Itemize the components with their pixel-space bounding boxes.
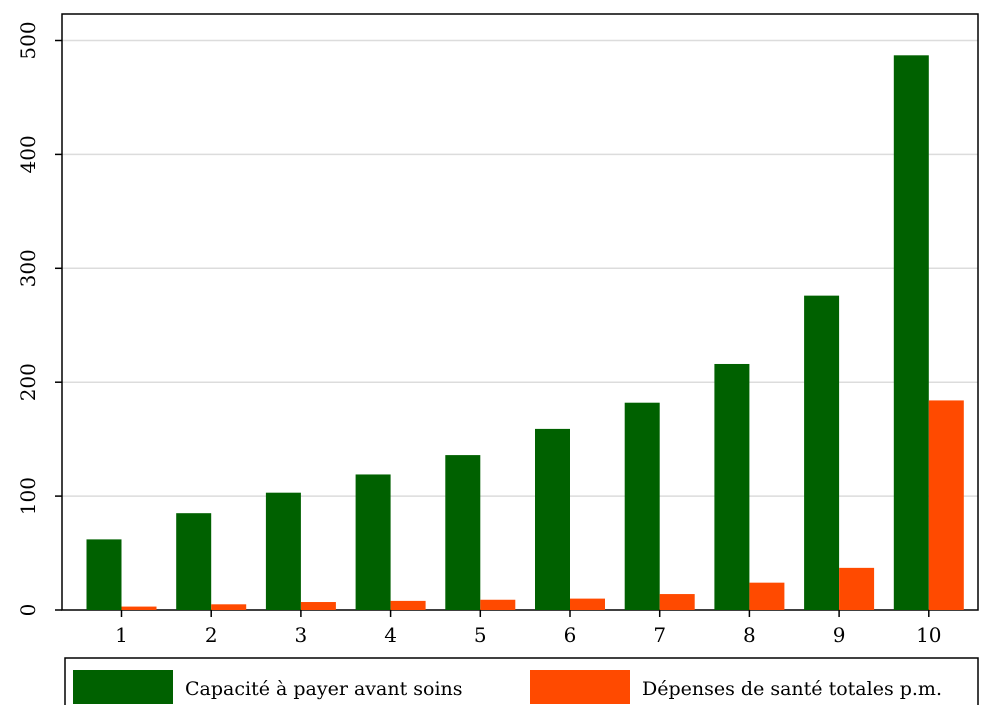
x-axis: 1 2 3 4 5 6 7 8 9 10 — [115, 610, 942, 647]
x-tick-label: 2 — [205, 623, 218, 647]
bar-capacite-5 — [445, 455, 481, 610]
bar-depenses-6 — [570, 598, 605, 610]
y-tick-label: 200 — [16, 363, 40, 401]
bars — [86, 55, 964, 610]
legend-label-capacite: Capacité à payer avant soins — [185, 678, 463, 700]
x-tick-label: 10 — [916, 623, 941, 647]
x-tick-label: 7 — [653, 623, 666, 647]
legend-label-depenses: Dépenses de santé totales p.m. — [642, 678, 942, 700]
y-tick-label: 500 — [16, 21, 40, 59]
bar-depenses-8 — [749, 582, 785, 610]
y-tick-label: 0 — [16, 604, 40, 617]
legend: Capacité à payer avant soins Dépenses de… — [64, 657, 979, 705]
bar-depenses-2 — [211, 604, 247, 610]
bar-capacite-9 — [804, 295, 840, 610]
x-tick-label: 4 — [384, 623, 397, 647]
x-tick-label: 8 — [743, 623, 756, 647]
bar-depenses-7 — [659, 594, 695, 610]
bar-capacite-6 — [535, 428, 570, 610]
x-tick-label: 5 — [474, 623, 487, 647]
legend-swatch-depenses — [530, 670, 630, 704]
bar-capacite-8 — [714, 363, 750, 610]
y-tick-label: 100 — [16, 477, 40, 515]
bar-capacite-2 — [176, 513, 212, 610]
legend-frame — [64, 657, 979, 705]
bar-depenses-10 — [928, 400, 964, 610]
bar-capacite-3 — [265, 492, 301, 610]
bar-depenses-5 — [480, 599, 516, 610]
y-tick-label: 300 — [16, 249, 40, 287]
legend-swatch-capacite — [73, 670, 173, 704]
bar-capacite-10 — [893, 55, 929, 610]
x-tick-label: 6 — [564, 623, 577, 647]
x-tick-label: 3 — [295, 623, 308, 647]
bar-capacite-1 — [86, 539, 122, 610]
x-tick-label: 1 — [115, 623, 128, 647]
bar-depenses-9 — [839, 567, 875, 610]
bar-depenses-4 — [390, 600, 426, 610]
y-axis: 0 100 200 300 400 500 — [16, 21, 62, 616]
x-tick-label: 9 — [833, 623, 846, 647]
bar-depenses-1 — [121, 606, 157, 610]
bar-depenses-3 — [300, 602, 336, 610]
bar-capacite-4 — [355, 474, 391, 610]
y-tick-label: 400 — [16, 135, 40, 173]
plot-frame — [61, 13, 979, 611]
bar-capacite-7 — [624, 402, 660, 610]
